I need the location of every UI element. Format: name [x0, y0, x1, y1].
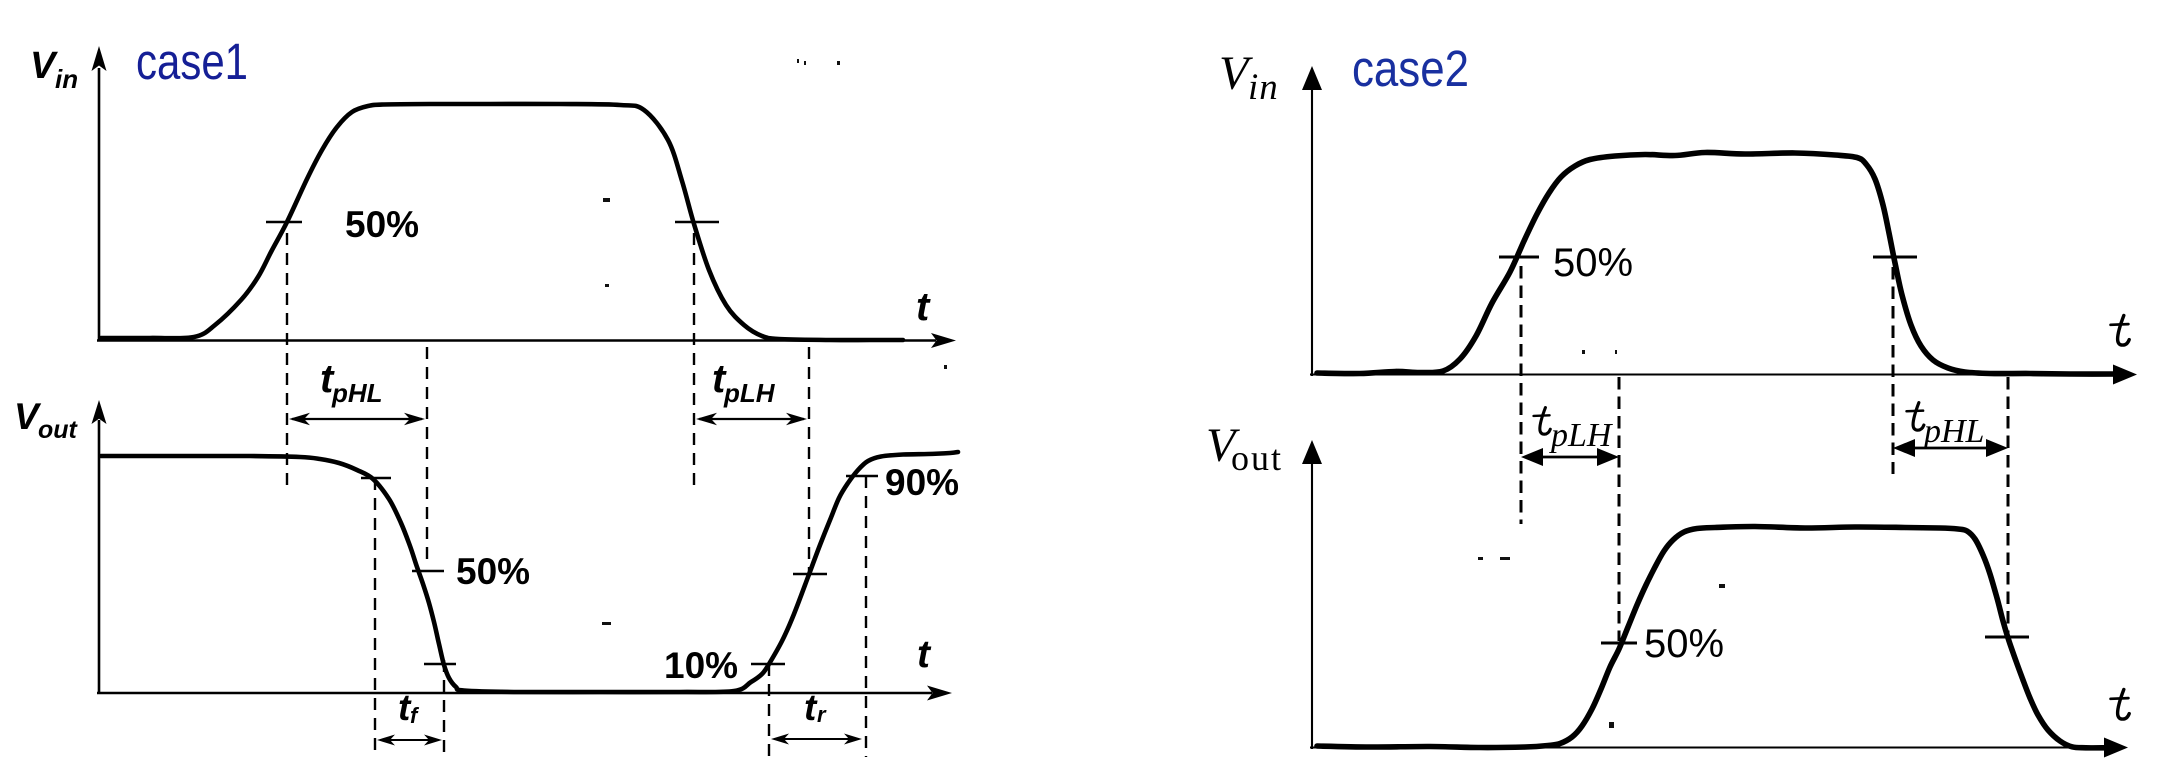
svg-text:pLH: pLH	[723, 378, 776, 408]
svg-text:t: t	[320, 357, 335, 401]
svg-text:r: r	[817, 702, 827, 727]
svg-text:t: t	[712, 357, 727, 401]
svg-text:10%: 10%	[664, 645, 738, 686]
svg-text:t: t	[916, 285, 931, 329]
svg-text:50%: 50%	[1644, 622, 1724, 666]
svg-text:pHL: pHL	[1922, 413, 1984, 450]
svg-text:90%: 90%	[885, 462, 959, 503]
svg-text:V: V	[14, 396, 42, 437]
svg-text:t: t	[804, 687, 818, 728]
svg-text:out: out	[1231, 438, 1283, 478]
svg-text:in: in	[1248, 67, 1279, 108]
svg-text:50%: 50%	[345, 204, 419, 245]
svg-text:50%: 50%	[456, 551, 530, 592]
svg-text:50%: 50%	[1553, 241, 1633, 285]
svg-text:V: V	[1219, 47, 1253, 100]
svg-text:out: out	[38, 416, 79, 444]
svg-text:f: f	[410, 703, 420, 728]
svg-text:in: in	[55, 64, 78, 94]
svg-text:case2: case2	[1352, 40, 1469, 97]
svg-text:pHL: pHL	[331, 378, 383, 408]
svg-text:t: t	[398, 687, 412, 728]
svg-text:V: V	[1206, 419, 1240, 472]
svg-text:t: t	[917, 633, 932, 676]
svg-text:pLH: pLH	[1549, 417, 1614, 454]
svg-text:V: V	[30, 45, 58, 87]
svg-text:case1: case1	[136, 33, 248, 90]
